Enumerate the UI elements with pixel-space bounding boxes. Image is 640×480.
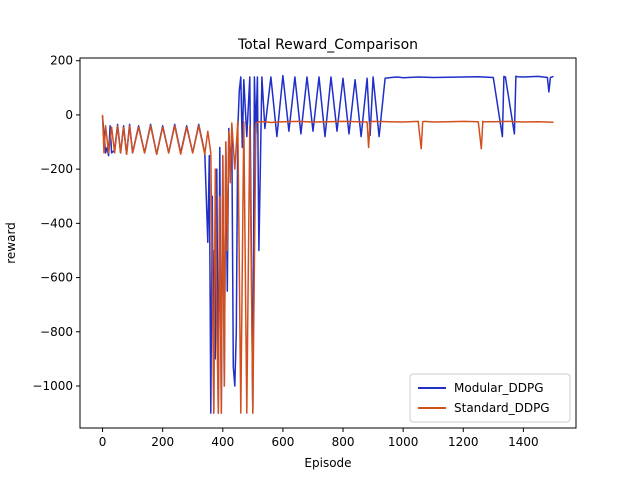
- plot-frame: [79, 57, 577, 429]
- legend-box: [409, 373, 571, 423]
- x-tick-label: 1000: [388, 435, 419, 449]
- y-tick-label: 0: [65, 108, 73, 122]
- x-tick-label: 800: [332, 435, 355, 449]
- x-tick-label: 200: [151, 435, 174, 449]
- y-tick-label: 200: [50, 54, 73, 68]
- y-tick-label: −400: [40, 216, 73, 230]
- series-layer: [101, 74, 554, 414]
- legend-label: Standard_DDPG: [454, 401, 550, 415]
- legend: Modular_DDPG Standard_DDPG: [409, 373, 571, 423]
- y-axis: 200 0 −200 −400 −600 −800 −1000: [32, 54, 80, 393]
- y-tick-label: −600: [40, 271, 73, 285]
- x-axis-label: Episode: [304, 456, 351, 470]
- chart-title: Total Reward_Comparison: [237, 37, 418, 53]
- y-tick-label: −800: [40, 325, 73, 339]
- y-tick-label: −1000: [32, 379, 73, 393]
- x-tick-label: 0: [99, 435, 107, 449]
- x-tick-label: 1200: [448, 435, 479, 449]
- x-axis: 0 200 400 600 800 1000 1200 1400: [99, 428, 539, 449]
- x-tick-label: 400: [211, 435, 234, 449]
- y-tick-label: −200: [40, 162, 73, 176]
- series-line-modular-ddpg: [101, 74, 554, 414]
- legend-label: Modular_DDPG: [454, 381, 544, 395]
- x-tick-label: 600: [271, 435, 294, 449]
- x-tick-label: 1400: [508, 435, 539, 449]
- series-line-standard-ddpg: [101, 114, 554, 414]
- y-axis-label: reward: [4, 222, 18, 264]
